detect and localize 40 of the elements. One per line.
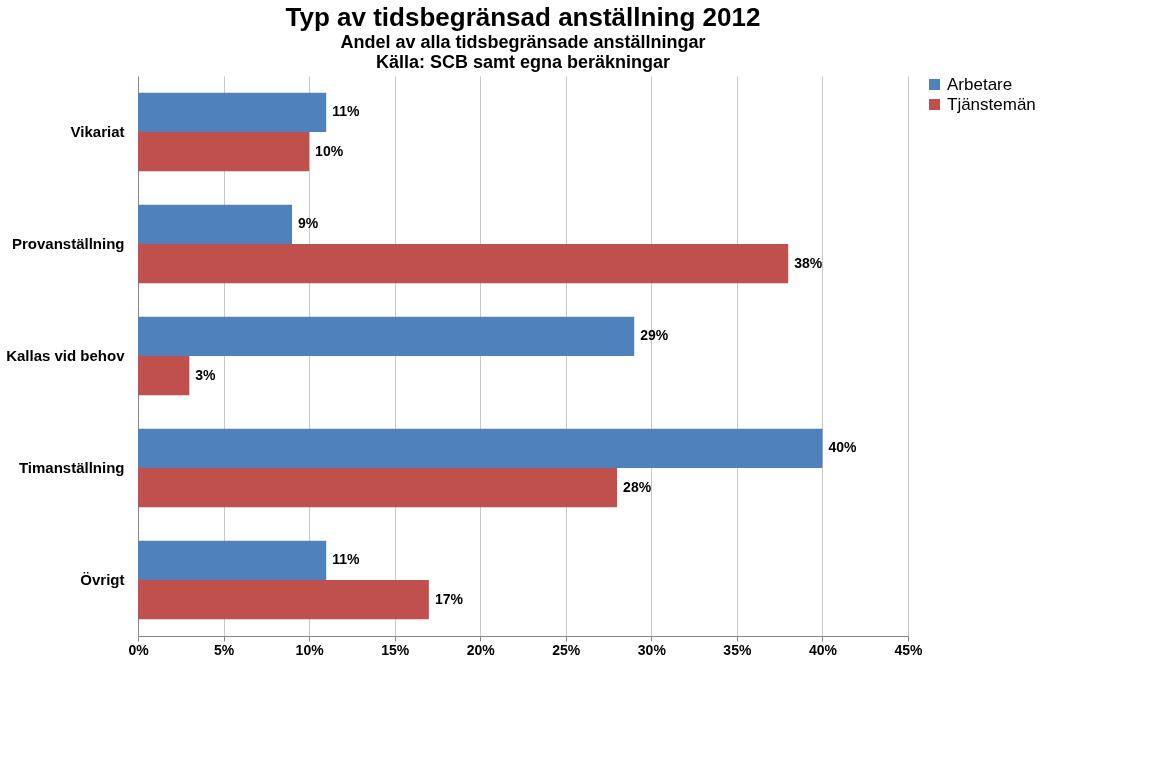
- data-label: 11%: [332, 551, 361, 568]
- data-label: 29%: [640, 327, 669, 344]
- x-tick-label: 10%: [295, 641, 325, 658]
- chart-title: Typ av tidsbegränsad anställning 2012: [285, 2, 761, 32]
- x-tick-label: 25%: [552, 641, 581, 658]
- bar: [138, 204, 292, 244]
- y-tick-label: Timanställning: [18, 459, 125, 476]
- bar: [138, 468, 618, 508]
- data-label: 3%: [195, 366, 217, 383]
- bar: [138, 316, 635, 356]
- y-tick-label: Kallas vid behov: [6, 347, 126, 364]
- bar: [138, 540, 327, 580]
- x-tick-label: 20%: [466, 641, 496, 658]
- data-label: 11%: [332, 103, 361, 120]
- data-label: 38%: [794, 254, 823, 271]
- data-label: 28%: [623, 478, 652, 495]
- x-tick-label: 40%: [808, 641, 838, 658]
- bar: [138, 428, 823, 468]
- chart-subtitle: Andel av alla tidsbegränsade anställningar: [340, 32, 706, 52]
- bar: [138, 580, 429, 620]
- data-label: 40%: [828, 439, 858, 456]
- x-tick-label: 5%: [213, 641, 235, 658]
- data-label: 9%: [298, 215, 319, 232]
- y-tick-label: Provanställning: [11, 235, 125, 252]
- x-tick-label: 35%: [723, 641, 752, 658]
- y-tick-label: Övrigt: [80, 571, 125, 588]
- x-tick-label: 30%: [637, 641, 667, 658]
- legend-label: Tjänstemän: [947, 94, 1036, 114]
- text: Källa: SCB samt egna beräkningar: [375, 52, 671, 72]
- bar: [138, 244, 789, 284]
- legend-label: Arbetare: [947, 74, 1013, 94]
- data-label: 10%: [315, 142, 344, 159]
- x-tick-label: 15%: [381, 641, 410, 658]
- bar: [138, 92, 327, 132]
- bar: [138, 132, 310, 172]
- y-tick-label: Vikariat: [70, 123, 125, 140]
- x-tick-label: 0%: [128, 641, 150, 658]
- x-tick-label: 45%: [894, 641, 924, 658]
- data-label: 17%: [434, 590, 464, 607]
- bar: [138, 356, 190, 396]
